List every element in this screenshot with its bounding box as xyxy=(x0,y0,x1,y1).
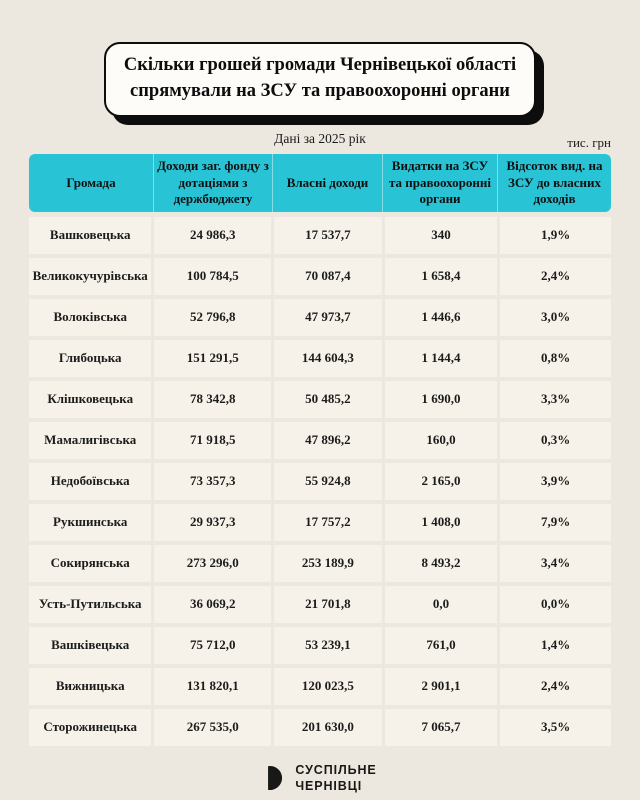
total-income-cell: 267 535,0 xyxy=(154,708,271,746)
column-header-community: Громада xyxy=(29,153,154,212)
percent-cell: 0,8% xyxy=(500,339,611,377)
brand-name-line2: ЧЕРНІВЦІ xyxy=(295,779,363,794)
total-income-cell: 52 796,8 xyxy=(154,298,271,336)
community-name-cell: Недобоївська xyxy=(29,462,152,500)
community-name-cell: Вижницька xyxy=(29,667,152,705)
military-spend-cell: 7 065,7 xyxy=(384,708,498,746)
total-income-cell: 73 357,3 xyxy=(154,462,271,500)
own-income-cell: 201 630,0 xyxy=(273,708,382,746)
own-income-cell: 17 537,7 xyxy=(273,216,382,254)
military-spend-cell: 340 xyxy=(384,216,498,254)
communities-table: Громада Доходи заг. фонду з дотаціями з … xyxy=(29,153,611,746)
own-income-cell: 21 701,8 xyxy=(273,585,382,623)
total-income-cell: 131 820,1 xyxy=(154,667,271,705)
percent-cell: 3,9% xyxy=(500,462,611,500)
total-income-cell: 36 069,2 xyxy=(154,585,271,623)
own-income-cell: 120 023,5 xyxy=(273,667,382,705)
total-income-cell: 24 986,3 xyxy=(154,216,271,254)
brand-name: СУСПІЛЬНЕ ЧЕРНІВЦІ xyxy=(295,762,376,795)
percent-cell: 3,4% xyxy=(500,544,611,582)
table-row: Усть-Путильська 36 069,2 21 701,8 0,0 0,0% xyxy=(29,585,611,623)
percent-cell: 0,3% xyxy=(500,421,611,459)
community-name-cell: Клішковецька xyxy=(29,380,152,418)
own-income-cell: 50 485,2 xyxy=(273,380,382,418)
percent-cell: 3,5% xyxy=(500,708,611,746)
military-spend-cell: 2 165,0 xyxy=(384,462,498,500)
percent-cell: 7,9% xyxy=(500,503,611,541)
community-name-cell: Сокирянська xyxy=(29,544,152,582)
own-income-cell: 55 924,8 xyxy=(273,462,382,500)
community-name-cell: Вашковецька xyxy=(29,216,152,254)
table-row: Сторожинецька 267 535,0 201 630,0 7 065,7 3,… xyxy=(29,708,611,746)
table-row: Рукшинська 29 937,3 17 757,2 1 408,0 7,9% xyxy=(29,503,611,541)
data-period-subtitle: Дані за 2025 рік xyxy=(274,130,366,146)
percent-cell: 1,9% xyxy=(500,216,611,254)
community-name-cell: Глибоцька xyxy=(29,339,152,377)
military-spend-cell: 1 408,0 xyxy=(384,503,498,541)
own-income-cell: 144 604,3 xyxy=(273,339,382,377)
column-header-own-income: Власні доходи xyxy=(273,153,383,212)
own-income-cell: 47 973,7 xyxy=(273,298,382,336)
own-income-cell: 253 189,9 xyxy=(273,544,382,582)
own-income-cell: 53 239,1 xyxy=(273,626,382,664)
unit-note: тис. грн xyxy=(567,134,611,150)
community-name-cell: Великокучурівська xyxy=(29,257,152,295)
own-income-cell: 47 896,2 xyxy=(273,421,382,459)
own-income-cell: 70 087,4 xyxy=(273,257,382,295)
own-income-cell: 17 757,2 xyxy=(273,503,382,541)
page-title-line2: спрямували на ЗСУ та правоохоронні орган… xyxy=(130,80,510,101)
military-spend-cell: 0,0 xyxy=(384,585,498,623)
community-name-cell: Сторожинецька xyxy=(29,708,152,746)
percent-cell: 0,0% xyxy=(500,585,611,623)
table-body: Вашковецька 24 986,3 17 537,7 340 1,9% Велико… xyxy=(29,216,611,746)
table-row: Вашківецька 75 712,0 53 239,1 761,0 1,4% xyxy=(29,626,611,664)
total-income-cell: 78 342,8 xyxy=(154,380,271,418)
table-row: Мамалигівська 71 918,5 47 896,2 160,0 0,3% xyxy=(29,421,611,459)
table-row: Глибоцька 151 291,5 144 604,3 1 144,4 0,8% xyxy=(29,339,611,377)
suspilne-logo-icon xyxy=(268,766,283,791)
table-row: Вашковецька 24 986,3 17 537,7 340 1,9% xyxy=(29,216,611,254)
brand-footer: СУСПІЛЬНЕ ЧЕРНІВЦІ xyxy=(0,762,640,795)
total-income-cell: 273 296,0 xyxy=(154,544,271,582)
military-spend-cell: 1 144,4 xyxy=(384,339,498,377)
total-income-cell: 75 712,0 xyxy=(154,626,271,664)
table-row: Недобоївська 73 357,3 55 924,8 2 165,0 3,9% xyxy=(29,462,611,500)
military-spend-cell: 2 901,1 xyxy=(384,667,498,705)
column-header-percent: Відсоток вид. на ЗСУ до власних доходів xyxy=(506,158,603,206)
percent-cell: 2,4% xyxy=(500,667,611,705)
military-spend-cell: 8 493,2 xyxy=(384,544,498,582)
military-spend-cell: 761,0 xyxy=(384,626,498,664)
column-header-military-spend: Видатки на ЗСУ та правоохоронні органи xyxy=(383,153,498,212)
military-spend-cell: 1 690,0 xyxy=(384,380,498,418)
table-row: Волоківська 52 796,8 47 973,7 1 446,6 3,0% xyxy=(29,298,611,336)
percent-cell: 3,0% xyxy=(500,298,611,336)
page-title: Скільки грошей громади Чернівецької обла… xyxy=(104,42,536,117)
military-spend-cell: 1 658,4 xyxy=(384,257,498,295)
column-header-total-income: Доходи заг. фонду з дотаціями з держбюдж… xyxy=(154,153,273,212)
total-income-cell: 29 937,3 xyxy=(154,503,271,541)
page-title-line1: Скільки грошей громади Чернівецької обла… xyxy=(123,55,517,75)
brand-name-line1: СУСПІЛЬНЕ xyxy=(295,762,377,777)
table-row: Сокирянська 273 296,0 253 189,9 8 493,2 3,4% xyxy=(29,544,611,582)
table-row: Великокучурівська 100 784,5 70 087,4 1 658,… xyxy=(29,257,611,295)
total-income-cell: 100 784,5 xyxy=(154,257,271,295)
community-name-cell: Усть-Путильська xyxy=(29,585,152,623)
community-name-cell: Рукшинська xyxy=(29,503,152,541)
community-name-cell: Вашківецька xyxy=(29,626,152,664)
military-spend-cell: 160,0 xyxy=(384,421,498,459)
table-header-row: Громада Доходи заг. фонду з дотаціями з … xyxy=(29,153,611,212)
total-income-cell: 71 918,5 xyxy=(154,421,271,459)
table-row: Клішковецька 78 342,8 50 485,2 1 690,0 3,3% xyxy=(29,380,611,418)
community-name-cell: Волоківська xyxy=(29,298,152,336)
military-spend-cell: 1 446,6 xyxy=(384,298,498,336)
community-name-cell: Мамалигівська xyxy=(29,421,152,459)
percent-cell: 2,4% xyxy=(500,257,611,295)
total-income-cell: 151 291,5 xyxy=(154,339,271,377)
percent-cell: 1,4% xyxy=(500,626,611,664)
table-row: Вижницька 131 820,1 120 023,5 2 901,1 2,4% xyxy=(29,667,611,705)
percent-cell: 3,3% xyxy=(500,380,611,418)
